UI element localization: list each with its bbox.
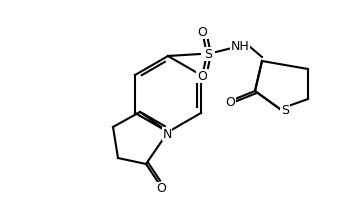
- Text: S: S: [281, 104, 289, 117]
- Text: O: O: [156, 182, 166, 195]
- Text: S: S: [204, 48, 212, 60]
- Text: O: O: [197, 25, 207, 38]
- Text: O: O: [197, 69, 207, 83]
- Text: N: N: [162, 128, 172, 140]
- Text: NH: NH: [230, 39, 249, 53]
- Text: O: O: [225, 96, 235, 108]
